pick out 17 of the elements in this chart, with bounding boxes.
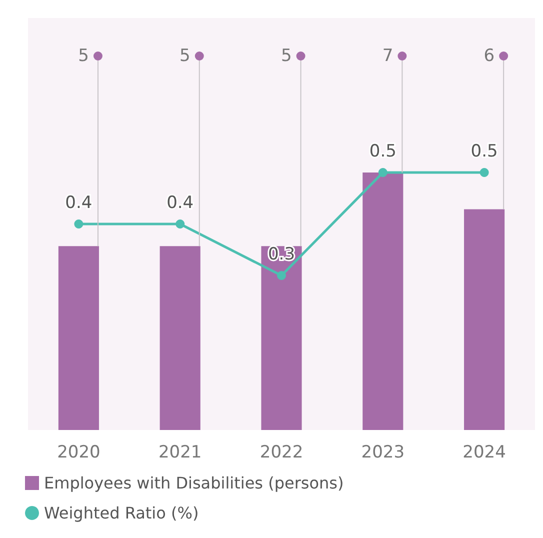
- x-tick-label: 2020: [57, 442, 100, 462]
- x-tick-label: 2022: [260, 442, 304, 462]
- legend-label: Employees with Disabilities (persons): [44, 474, 344, 492]
- data-label: 6: [484, 46, 495, 66]
- data-label: 0.3: [268, 244, 296, 264]
- data-label: 0.4: [65, 193, 92, 213]
- data-label: 5: [280, 46, 292, 66]
- data-label: 0.5: [369, 142, 396, 162]
- data-label: 5: [180, 46, 190, 66]
- x-tick-label: 2024: [462, 442, 506, 462]
- data-label: 0.4: [166, 193, 194, 213]
- data-label: 7: [382, 46, 394, 66]
- legend-label: Weighted Ratio (%): [44, 504, 199, 522]
- data-label: 0.5: [470, 142, 498, 162]
- x-tick-label: 2021: [158, 442, 202, 462]
- data-label: 5: [78, 46, 89, 66]
- x-tick-label: 2023: [361, 442, 405, 462]
